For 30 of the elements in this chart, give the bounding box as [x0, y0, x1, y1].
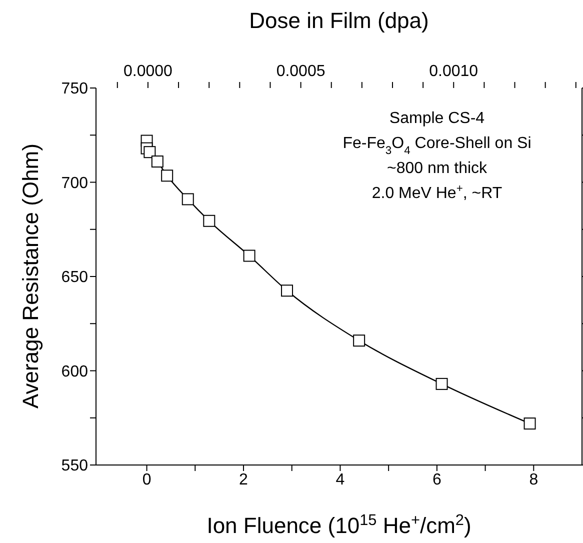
y-tick-label: 650 [61, 269, 88, 286]
y-tick-label: 750 [61, 80, 88, 98]
x2-tick-label: 0.0010 [429, 63, 478, 80]
x2-tick-label: 0.0005 [276, 63, 326, 80]
point [161, 170, 174, 182]
y-tick-label: 600 [61, 363, 88, 380]
x-tick-label: 4 [336, 471, 345, 488]
point [436, 378, 448, 390]
x-tick-label: 8 [529, 471, 538, 488]
point [281, 284, 294, 297]
x-tick-label: 0 [142, 471, 152, 488]
annotation: 2.0 MeV He$^{+}$, ~RT [372, 183, 502, 202]
point [144, 146, 156, 158]
point [203, 214, 216, 227]
x-tick-label: 6 [432, 471, 442, 488]
y-tick-label: 700 [61, 174, 88, 192]
y-tick-label: 550 [61, 458, 88, 475]
point [353, 334, 366, 347]
x2-tick-label: 0.0000 [123, 63, 173, 80]
point [524, 418, 536, 430]
x2-axis-title: Dose in Film (dpa) [249, 8, 429, 33]
x-axis-title: Ion Fluence (10$^{15}$ He$^{+}$/cm$^{2}$) [206, 512, 472, 538]
annotation: Sample CS-4 [389, 110, 485, 127]
point [243, 250, 256, 262]
y-axis-title: Average Resistance (Ohm) [18, 144, 43, 408]
point [182, 193, 194, 206]
point [151, 156, 164, 168]
x-tick-label: 2 [239, 471, 248, 488]
annotation: Fe-Fe$_{3}$O$_{4}$ Core-Shell on Si [342, 135, 532, 157]
annotation: ~800 nm thick [386, 160, 488, 177]
